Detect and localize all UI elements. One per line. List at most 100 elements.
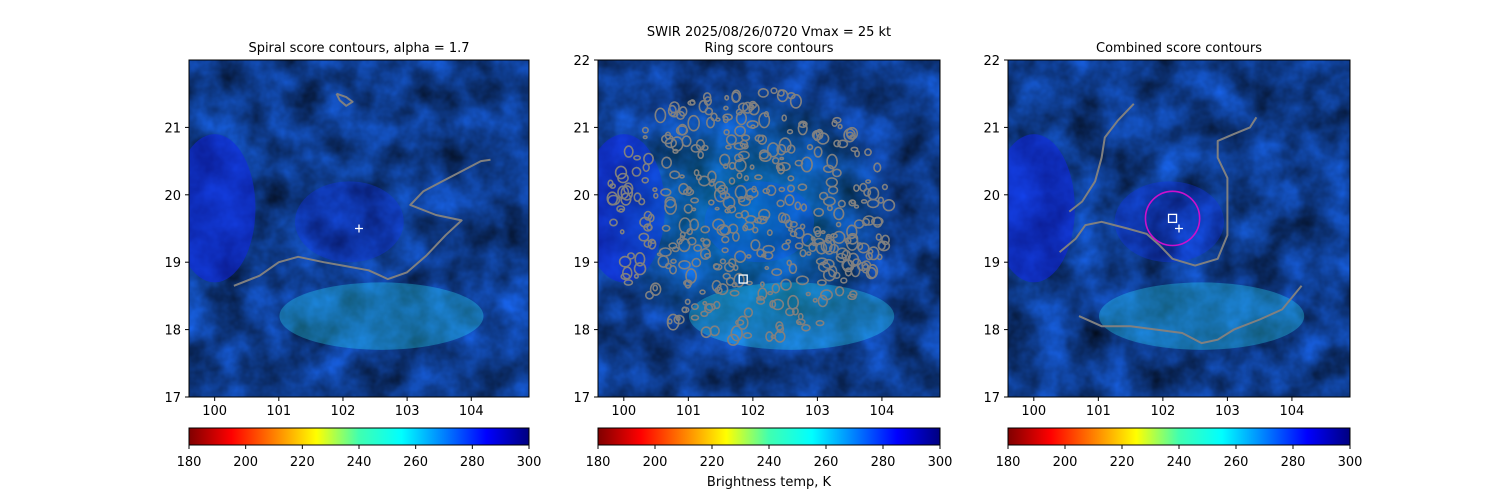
- ring-contour: [649, 282, 662, 297]
- colorbar-gradient: [597, 427, 941, 446]
- colorbar-tick-label: 260: [1224, 455, 1249, 470]
- ring-contour: [742, 332, 753, 339]
- ring-contour: [642, 162, 650, 173]
- ring-contour: [779, 156, 785, 161]
- ring-contour: [724, 208, 731, 214]
- ring-contour: [614, 165, 628, 180]
- x-tick-label: 101: [1086, 404, 1111, 419]
- ring-contour: [753, 217, 763, 224]
- y-tick-label: 17: [573, 391, 590, 406]
- ring-contour: [652, 284, 659, 292]
- ring-contour: [646, 223, 653, 231]
- ring-contour: [737, 102, 749, 112]
- y-tick-label: 21: [164, 121, 181, 136]
- ring-contour: [865, 266, 877, 280]
- ring-contour: [686, 228, 694, 236]
- ring-contour: [784, 194, 795, 206]
- ring-contour: [800, 203, 808, 212]
- ring-contour: [721, 235, 730, 244]
- panel-title: Ring score contours: [704, 41, 833, 56]
- ring-contour: [789, 230, 798, 238]
- ring-contour: [643, 210, 653, 221]
- colorbar-tick-label: 220: [1110, 455, 1135, 470]
- ring-contour: [634, 251, 646, 267]
- x-tick-label: 104: [870, 404, 895, 419]
- ring-contour: [707, 170, 717, 183]
- ring-contour: [670, 258, 677, 264]
- ring-contour: [745, 187, 759, 199]
- ring-contour: [699, 289, 706, 295]
- ring-contour: [661, 156, 672, 169]
- contour-line: [233, 158, 491, 287]
- colorbar-tick-label: 280: [460, 455, 485, 470]
- ring-contour: [749, 164, 755, 170]
- ring-contour: [848, 290, 858, 298]
- ring-contour: [714, 286, 723, 295]
- ring-contour: [734, 212, 744, 219]
- ring-contour: [653, 192, 659, 199]
- ring-contour: [707, 199, 715, 206]
- ring-contour: [641, 177, 650, 184]
- ring-contour: [837, 139, 849, 149]
- ring-contour: [797, 183, 808, 191]
- ring-contour: [685, 186, 693, 195]
- ring-contour: [771, 157, 780, 165]
- score-contours: [233, 92, 491, 287]
- ring-contour: [681, 306, 690, 314]
- ring-contour: [607, 179, 614, 188]
- ring-contour: [669, 170, 681, 180]
- ring-contour: [799, 249, 807, 258]
- ring-contour: [828, 243, 839, 254]
- ring-contour: [833, 139, 841, 148]
- ring-contour: [678, 259, 691, 270]
- ring-contour: [671, 246, 680, 253]
- contour-line: [335, 92, 354, 107]
- x-tick-label: 103: [1215, 404, 1240, 419]
- panel-3: Combined score contours 100 101 102 103 104 17…: [983, 41, 1362, 470]
- ring-contour: [620, 192, 632, 206]
- y-tick-label: 22: [983, 54, 1000, 69]
- ring-contour: [865, 179, 872, 184]
- ring-contour: [853, 184, 860, 192]
- ring-contour: [743, 307, 754, 318]
- colorbar-label: Brightness temp, K: [707, 475, 832, 490]
- x-tick-label: 104: [459, 404, 484, 419]
- ring-contour: [723, 129, 730, 136]
- ring-contour: [770, 334, 777, 340]
- ring-contour: [712, 218, 725, 231]
- ring-contour: [734, 250, 747, 264]
- ring-contour: [823, 196, 836, 207]
- x-tick-label: 100: [611, 404, 636, 419]
- ring-contour: [748, 104, 755, 111]
- ring-contour: [832, 230, 846, 244]
- axes-frame: [597, 59, 941, 398]
- ring-contour: [846, 232, 859, 245]
- ring-contour: [865, 251, 873, 261]
- ring-contour: [679, 231, 686, 239]
- ring-contour: [786, 184, 795, 193]
- ring-contour: [750, 124, 756, 129]
- ring-contour: [609, 218, 618, 227]
- ring-contour: [633, 273, 640, 279]
- colorbar-tick-label: 180: [586, 455, 611, 470]
- ring-contour: [717, 184, 729, 195]
- ring-contour: [882, 199, 896, 212]
- ring-contour: [877, 196, 885, 204]
- x-tick-label: 104: [1280, 404, 1305, 419]
- ring-contour: [690, 303, 699, 311]
- colorbar-tick-label: 200: [233, 455, 258, 470]
- ring-contour: [820, 230, 826, 235]
- ring-contour: [813, 146, 823, 158]
- ring-contour: [763, 110, 770, 118]
- ring-contour: [859, 182, 868, 192]
- x-tick-label: 101: [266, 404, 291, 419]
- colorbar-tick-label: 220: [290, 455, 315, 470]
- ring-contour: [722, 163, 729, 170]
- ring-contour: [759, 281, 765, 288]
- ring-contour: [679, 235, 686, 242]
- colorbar-tick-label: 300: [1338, 455, 1363, 470]
- ring-contour: [780, 213, 791, 224]
- ring-contour: [664, 262, 672, 270]
- ring-contour: [817, 279, 827, 287]
- ring-contour: [756, 215, 768, 225]
